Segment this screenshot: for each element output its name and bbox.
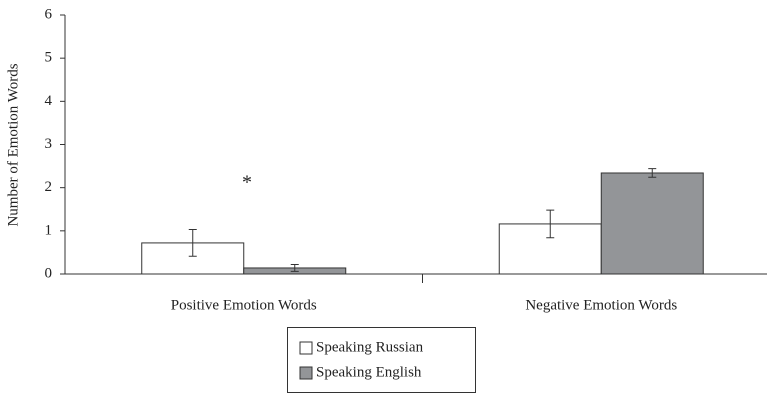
legend-label: Speaking Russian: [316, 339, 424, 355]
legend-box: [287, 327, 476, 393]
error-bar: [546, 209, 555, 239]
x-tick-label: Positive Emotion Words: [171, 297, 317, 313]
bar: [600, 172, 704, 275]
legend-label: Speaking English: [316, 364, 422, 380]
y-tick-label: 4: [45, 93, 53, 109]
error-bar: [648, 168, 657, 178]
error-bar: [188, 229, 197, 257]
y-tick-label: 6: [45, 6, 53, 22]
legend-swatch: [299, 366, 313, 380]
annotation: *: [242, 172, 252, 194]
y-tick-label: 0: [45, 265, 53, 281]
error-bar: [290, 264, 299, 272]
y-tick-label: 5: [45, 50, 53, 66]
y-tick-label: 1: [45, 222, 53, 238]
y-tick-label: 2: [45, 179, 53, 195]
x-tick-label: Negative Emotion Words: [525, 297, 677, 313]
y-tick-label: 3: [45, 136, 53, 152]
legend-swatch: [299, 341, 313, 355]
y-axis-label: Number of Emotion Words: [5, 63, 21, 226]
